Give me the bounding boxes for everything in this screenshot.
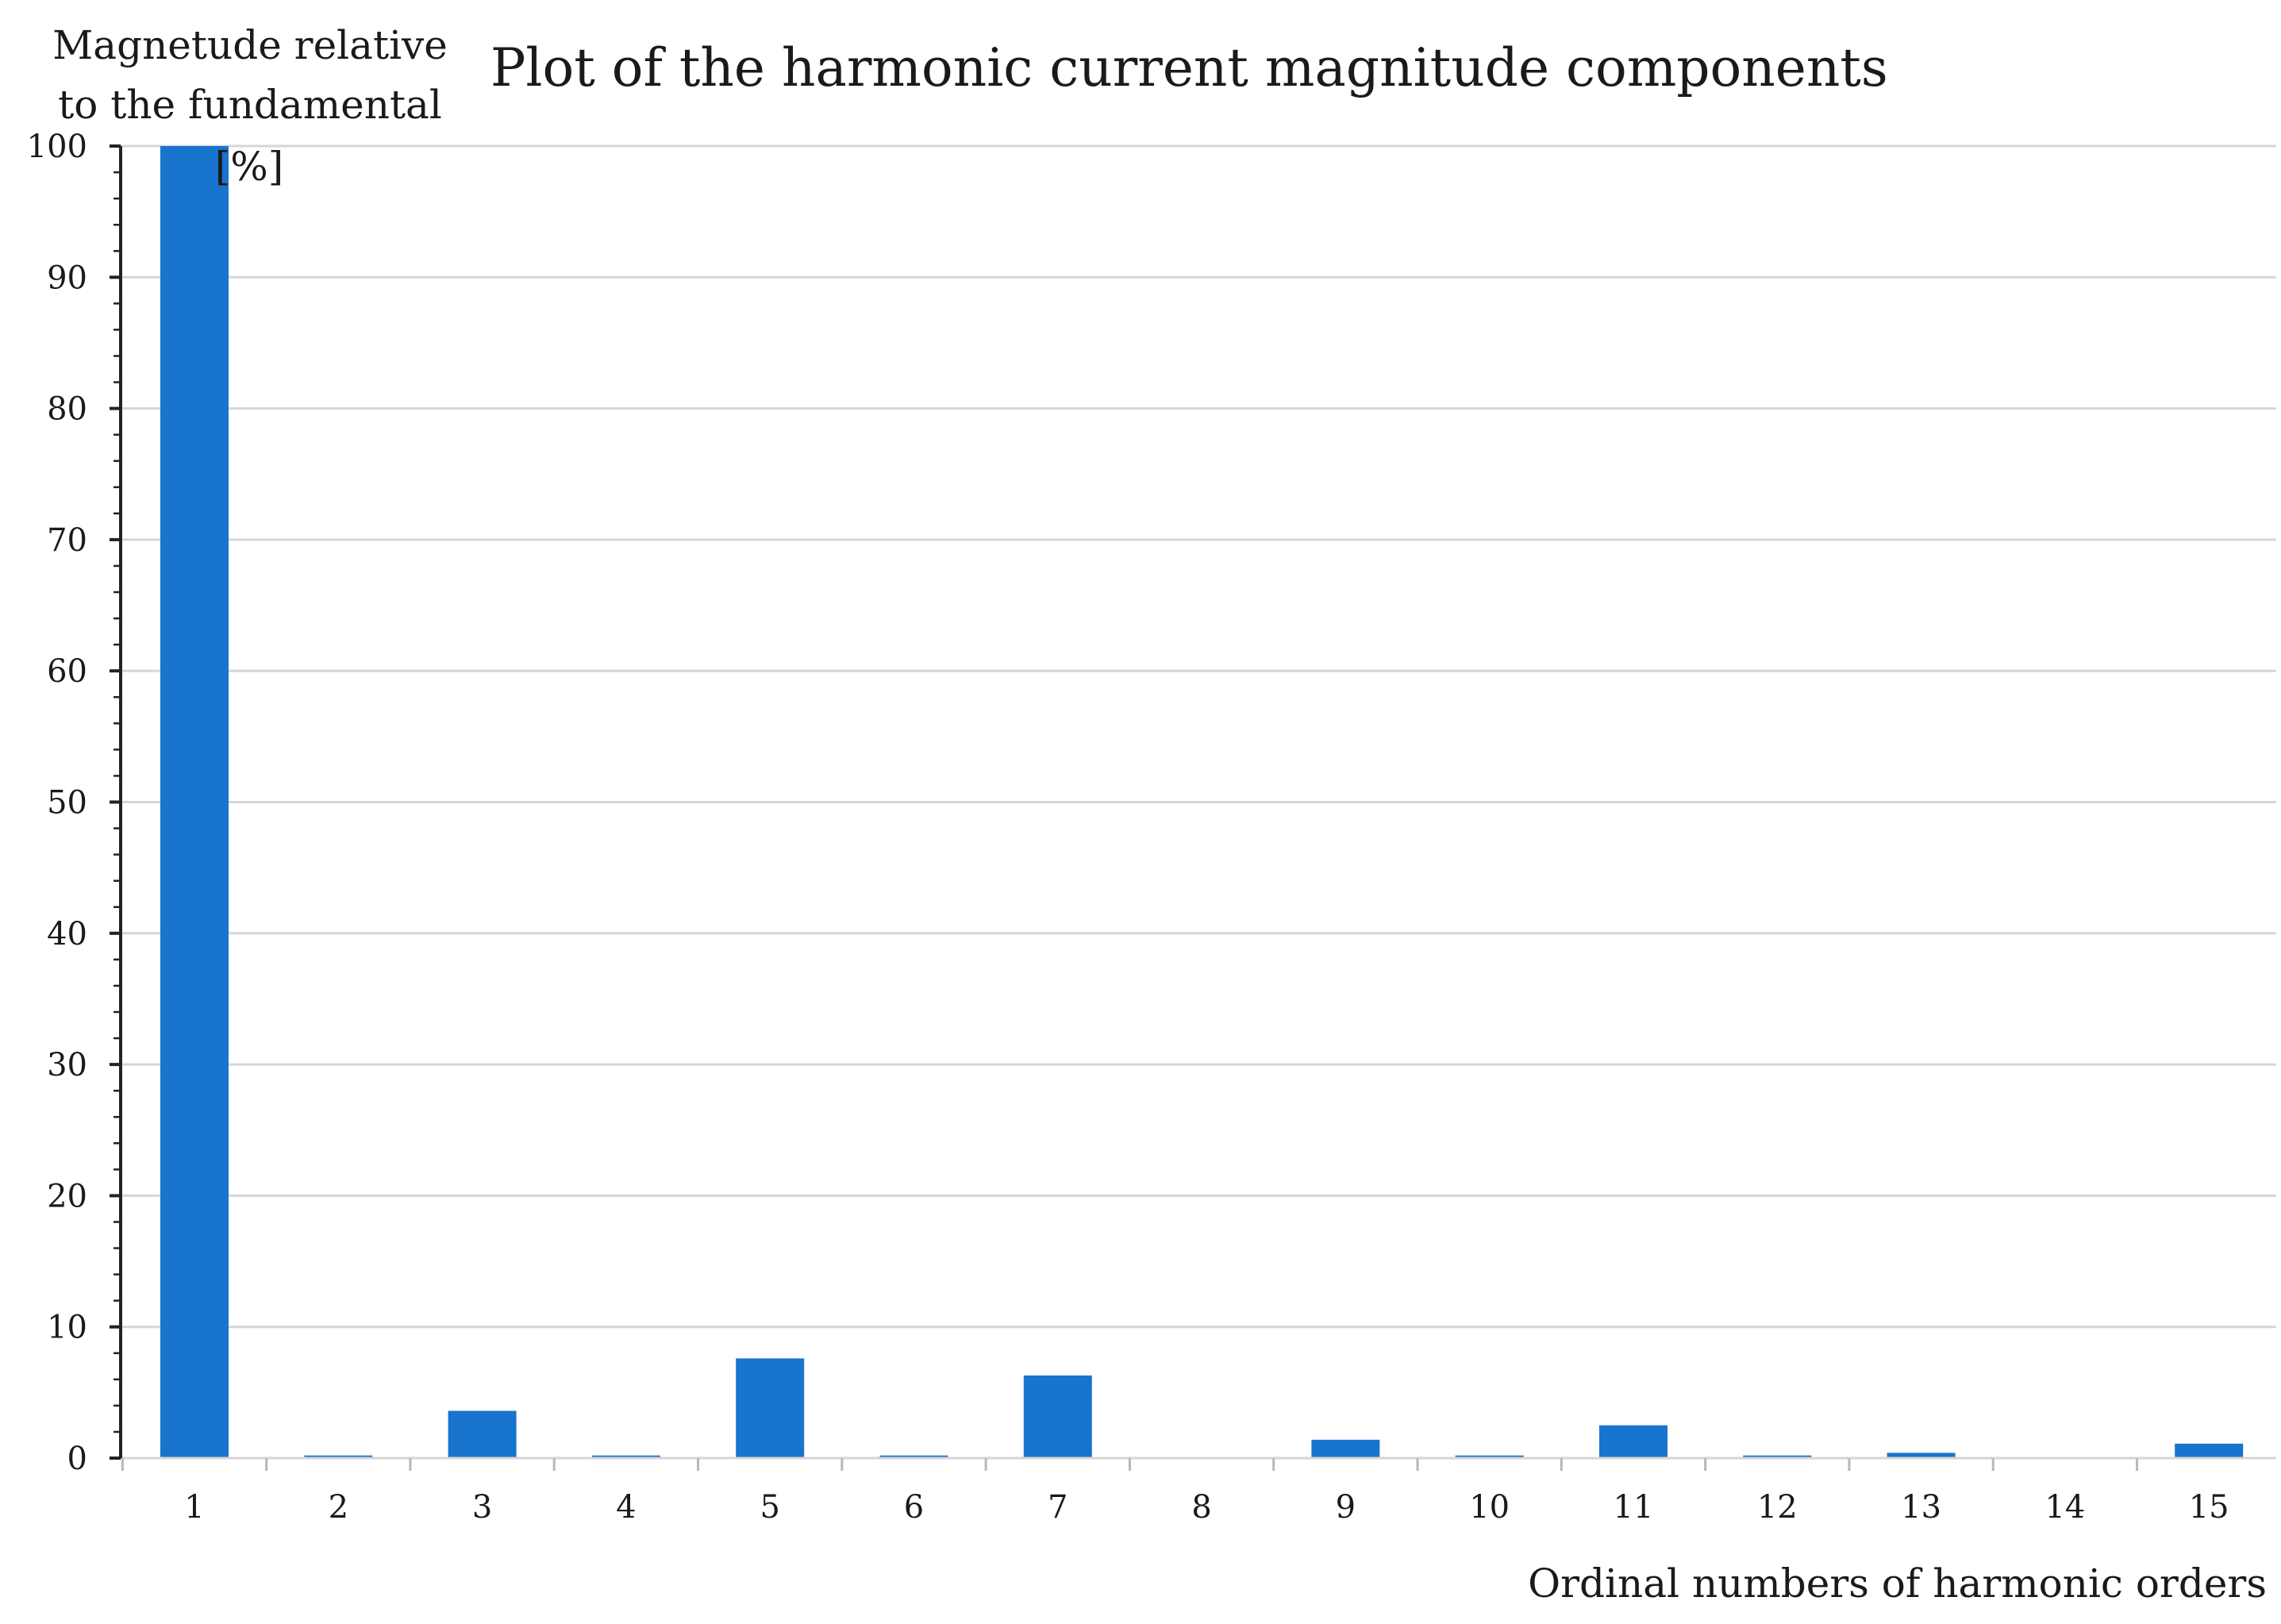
x-tick-label-2: 2: [329, 1489, 348, 1526]
y-tick-label-50: 50: [47, 785, 87, 822]
x-tick-label-13: 13: [1901, 1489, 1941, 1526]
bar-harmonic-12: [1743, 1455, 1812, 1458]
bar-harmonic-13: [1887, 1453, 1956, 1458]
axes: [110, 144, 2276, 1471]
bars: [160, 146, 2244, 1458]
y-tick-label-90: 90: [47, 260, 87, 296]
x-tick-label-12: 12: [1757, 1489, 1798, 1526]
x-tick-label-8: 8: [1191, 1489, 1211, 1526]
y-tick-label-100: 100: [27, 129, 87, 165]
bar-harmonic-7: [1023, 1375, 1092, 1458]
x-tick-label-1: 1: [184, 1489, 204, 1526]
bar-harmonic-10: [1455, 1455, 1524, 1458]
x-tick-label-11: 11: [1614, 1489, 1654, 1526]
x-tick-label-3: 3: [472, 1489, 492, 1526]
x-tick-label-4: 4: [616, 1489, 636, 1526]
y-tick-label-80: 80: [47, 391, 87, 428]
y-tick-label-0: 0: [67, 1441, 87, 1477]
y-axis-label-line-2: to the fundamental: [58, 82, 442, 128]
chart-title: Plot of the harmonic current magnitude c…: [490, 37, 1888, 98]
y-axis-unit: [%]: [215, 144, 284, 190]
y-axis-label-line-1: Magnetude relative: [52, 22, 448, 68]
x-tick-label-6: 6: [904, 1489, 924, 1526]
x-tick-label-7: 7: [1048, 1489, 1067, 1526]
bar-harmonic-9: [1311, 1439, 1380, 1458]
bar-harmonic-11: [1599, 1425, 1667, 1458]
bar-harmonic-2: [304, 1455, 373, 1458]
x-tick-label-9: 9: [1336, 1489, 1356, 1526]
bar-harmonic-4: [591, 1455, 660, 1458]
y-tick-label-60: 60: [47, 653, 87, 690]
x-tick-label-14: 14: [2044, 1489, 2085, 1526]
bar-harmonic-1: [160, 146, 229, 1458]
x-axis-label: Ordinal numbers of harmonic orders: [1528, 1561, 2267, 1607]
y-tick-label-20: 20: [47, 1178, 87, 1214]
y-tick-label-30: 30: [47, 1047, 87, 1083]
bar-harmonic-6: [879, 1455, 948, 1458]
bar-harmonic-5: [736, 1358, 805, 1458]
x-tick-label-5: 5: [760, 1489, 779, 1526]
y-tick-label-10: 10: [47, 1310, 87, 1346]
y-tick-label-70: 70: [47, 522, 87, 559]
y-tick-label-40: 40: [47, 916, 87, 952]
x-tick-label-10: 10: [1469, 1489, 1510, 1526]
x-tick-label-15: 15: [2189, 1489, 2229, 1526]
gridlines: [121, 144, 2276, 1329]
bar-harmonic-3: [448, 1410, 517, 1458]
bar-harmonic-15: [2175, 1443, 2244, 1458]
